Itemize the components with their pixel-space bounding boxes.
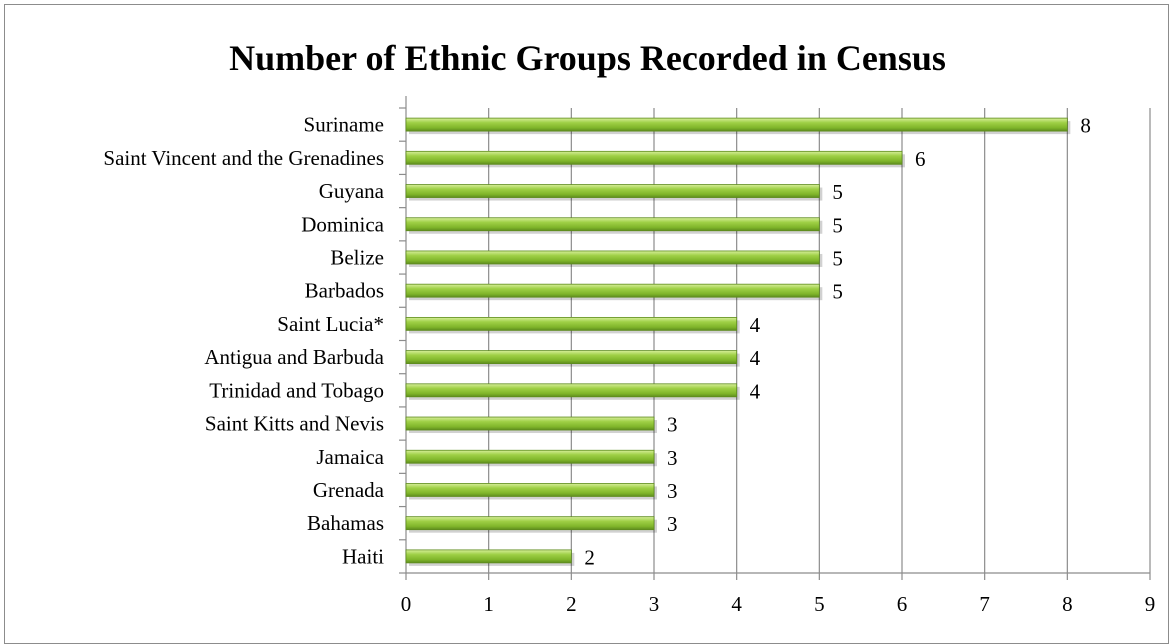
category-label: Saint Vincent and the Grenadines [103,146,384,170]
data-label: 5 [832,213,843,237]
category-label: Haiti [342,544,384,568]
x-tick-label: 5 [814,592,825,616]
data-label: 3 [667,479,678,503]
axes [399,96,1151,580]
category-label: Jamaica [316,445,384,469]
x-tick-label: 7 [979,592,990,616]
data-label: 3 [667,512,678,536]
data-label: 5 [832,280,843,304]
bar-dominica [405,217,820,232]
data-label: 5 [832,180,843,204]
x-tick-label: 1 [483,592,494,616]
bar-suriname [405,117,1068,132]
bar-saint-lucia [405,316,738,331]
category-label: Saint Lucia* [277,312,384,336]
bar-jamaica [405,449,655,464]
data-label: 4 [750,346,761,370]
x-tick-label: 3 [649,592,660,616]
data-label: 5 [832,246,843,270]
bar-chart: 0 1 2 3 4 5 6 7 8 9 Suriname 8 Saint Vincent and the… [103,96,1155,616]
data-label: 3 [667,413,678,437]
grid-lines [488,108,1151,573]
bar-trinidad-and-tobago [405,383,738,398]
chart-title: Number of Ethnic Groups Recorded in Cens… [229,38,946,78]
bar-guyana [405,184,820,198]
data-label: 3 [667,446,678,470]
labels: 0 1 2 3 4 5 6 7 8 9 Suriname 8 Saint Vincent and the… [103,113,1155,616]
x-tick-label: 6 [897,592,908,616]
category-label: Belize [330,245,384,269]
bar-haiti [405,549,572,564]
category-label: Suriname [304,113,384,137]
bars [405,117,1071,566]
x-tick-label: 2 [566,592,577,616]
data-label: 4 [750,313,761,337]
category-label: Dominica [301,212,384,236]
data-label: 2 [584,545,595,569]
category-label: Trinidad and Tobago [209,378,384,402]
category-label: Barbados [305,279,384,303]
bar-bahamas [405,516,655,531]
category-label: Guyana [319,179,385,203]
category-label: Bahamas [307,511,384,535]
bar-antigua-and-barbuda [405,350,738,365]
data-label: 8 [1080,114,1091,138]
x-tick-label: 9 [1145,592,1156,616]
bar-belize [405,250,820,265]
bar-saint-vincent-and-the-grenadines [405,150,903,165]
bar-saint-kitts-and-nevis [405,416,655,431]
bar-grenada [405,483,655,497]
x-tick-label: 0 [401,592,412,616]
category-label: Antigua and Barbuda [204,345,384,369]
data-label: 6 [915,147,926,171]
data-label: 4 [750,379,761,403]
bar-barbados [405,283,820,298]
category-label: Grenada [313,478,385,502]
x-tick-label: 8 [1062,592,1073,616]
x-tick-label: 4 [731,592,742,616]
category-label: Saint Kitts and Nevis [205,412,384,436]
